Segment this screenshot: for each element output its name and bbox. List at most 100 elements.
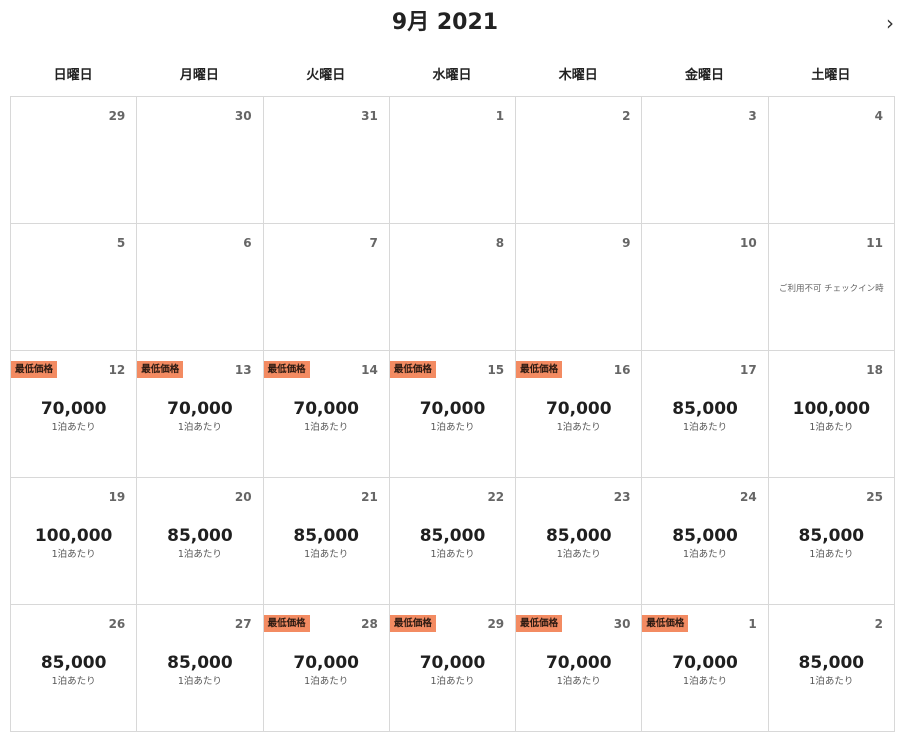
day-number: 21 (361, 490, 378, 504)
calendar-day-cell[interactable]: 18 100,000 1泊あたり (768, 351, 895, 478)
calendar-day-cell: 1 (389, 97, 517, 224)
per-night-label: 1泊あたり (683, 549, 728, 560)
calendar-day-cell[interactable]: 17 85,000 1泊あたり (642, 351, 769, 478)
day-number: 17 (740, 363, 757, 377)
calendar-day-cell[interactable]: 最低価格 28 70,000 1泊あたり (263, 605, 390, 732)
per-night-label: 1泊あたり (430, 676, 475, 687)
calendar-day-cell: 7 (263, 224, 390, 351)
per-night-label: 1泊あたり (809, 422, 854, 433)
day-number: 16 (613, 363, 631, 377)
nightly-price: 85,000 (167, 653, 233, 673)
day-number: 1 (495, 109, 505, 123)
day-number: 24 (740, 490, 757, 504)
day-number: 12 (108, 363, 126, 377)
calendar-day-cell: 8 (389, 224, 517, 351)
day-number: 8 (495, 236, 505, 250)
per-night-label: 1泊あたり (304, 549, 349, 560)
calendar-day-cell: 4 (768, 97, 895, 224)
nightly-price: 85,000 (293, 526, 359, 546)
nightly-price: 100,000 (34, 526, 113, 546)
per-night-label: 1泊あたり (556, 676, 601, 687)
next-month-button[interactable]: › (886, 11, 894, 35)
day-number: 19 (108, 490, 126, 504)
nightly-price: 85,000 (545, 526, 612, 546)
calendar-day-cell: 11 ご利用不可 チェックイン時 (768, 224, 895, 351)
per-night-label: 1泊あたり (304, 422, 349, 433)
per-night-label: 1泊あたり (809, 549, 854, 560)
per-night-label: 1泊あたり (430, 549, 475, 560)
calendar-day-cell[interactable]: 最低価格 12 70,000 1泊あたり (11, 351, 138, 478)
lowest-price-badge: 最低価格 (263, 615, 310, 632)
calendar-day-cell[interactable]: 最低価格 1 70,000 1泊あたり (642, 605, 769, 732)
weekday-label: 日曜日 (53, 68, 93, 83)
calendar-day-cell[interactable]: 27 85,000 1泊あたり (137, 605, 264, 732)
day-number: 30 (613, 617, 631, 631)
weekday-label: 木曜日 (558, 68, 598, 83)
day-number: 20 (234, 490, 252, 504)
nightly-price: 70,000 (672, 653, 738, 673)
day-number: 23 (613, 490, 631, 504)
lowest-price-badge: 最低価格 (516, 615, 563, 632)
day-number: 29 (108, 109, 126, 123)
per-night-label: 1泊あたり (177, 422, 222, 433)
nightly-price: 85,000 (672, 399, 738, 419)
calendar-day-cell: 29 (11, 97, 138, 224)
calendar-day-cell[interactable]: 23 85,000 1泊あたり (516, 478, 643, 605)
per-night-label: 1泊あたり (809, 676, 854, 687)
weekday-header: 日曜日 月曜日 火曜日 水曜日 木曜日 金曜日 土曜日 (10, 64, 894, 84)
calendar-day-cell[interactable]: 24 85,000 1泊あたり (642, 478, 769, 605)
weekday-label: 水曜日 (432, 68, 472, 83)
calendar-day-cell[interactable]: 22 85,000 1泊あたり (389, 478, 517, 605)
day-number: 18 (866, 363, 883, 377)
nightly-price: 85,000 (40, 653, 107, 673)
calendar-day-cell[interactable]: 2 85,000 1泊あたり (768, 605, 895, 732)
day-number: 10 (740, 236, 757, 250)
day-number: 15 (487, 363, 505, 377)
calendar-day-cell: 31 (263, 97, 390, 224)
nightly-price: 70,000 (40, 399, 107, 419)
lowest-price-badge: 最低価格 (516, 361, 563, 378)
weekday-label: 火曜日 (306, 68, 346, 83)
lowest-price-badge: 最低価格 (389, 361, 436, 378)
calendar-day-cell: 2 (516, 97, 643, 224)
calendar-day-cell: 10 (642, 224, 769, 351)
nightly-price: 85,000 (798, 526, 865, 546)
lowest-price-badge: 最低価格 (263, 361, 310, 378)
calendar-day-cell[interactable]: 20 85,000 1泊あたり (137, 478, 264, 605)
per-night-label: 1泊あたり (177, 676, 222, 687)
day-number: 2 (622, 109, 631, 123)
per-night-label: 1泊あたり (683, 422, 728, 433)
calendar-day-cell[interactable]: 21 85,000 1泊あたり (263, 478, 390, 605)
day-number: 14 (361, 363, 378, 377)
day-number: 4 (874, 109, 883, 123)
nightly-price: 70,000 (419, 653, 486, 673)
per-night-label: 1泊あたり (51, 422, 96, 433)
calendar-day-cell[interactable]: 最低価格 13 70,000 1泊あたり (137, 351, 264, 478)
nightly-price: 70,000 (293, 653, 359, 673)
nightly-price: 85,000 (419, 526, 486, 546)
per-night-label: 1泊あたり (683, 676, 728, 687)
lowest-price-badge: 最低価格 (389, 615, 436, 632)
calendar-day-cell[interactable]: 19 100,000 1泊あたり (11, 478, 138, 605)
calendar-day-cell[interactable]: 最低価格 15 70,000 1泊あたり (389, 351, 517, 478)
calendar-day-cell[interactable]: 26 85,000 1泊あたり (11, 605, 138, 732)
day-number: 2 (874, 617, 883, 631)
day-number: 25 (866, 490, 883, 504)
calendar-day-cell[interactable]: 最低価格 16 70,000 1泊あたり (516, 351, 643, 478)
day-number: 30 (234, 109, 252, 123)
nightly-price: 70,000 (419, 399, 486, 419)
day-number: 6 (243, 236, 252, 250)
nightly-price: 85,000 (798, 653, 865, 673)
calendar-day-cell[interactable]: 最低価格 14 70,000 1泊あたり (263, 351, 390, 478)
calendar-day-cell[interactable]: 最低価格 30 70,000 1泊あたり (516, 605, 643, 732)
calendar-day-cell[interactable]: 25 85,000 1泊あたり (768, 478, 895, 605)
calendar-day-cell[interactable]: 最低価格 29 70,000 1泊あたり (389, 605, 517, 732)
day-number: 1 (748, 617, 757, 631)
day-number: 5 (116, 236, 126, 250)
per-night-label: 1泊あたり (430, 422, 475, 433)
day-number: 9 (622, 236, 631, 250)
day-number: 3 (748, 109, 757, 123)
day-number: 26 (108, 617, 126, 631)
day-number: 29 (487, 617, 505, 631)
nightly-price: 70,000 (545, 399, 612, 419)
